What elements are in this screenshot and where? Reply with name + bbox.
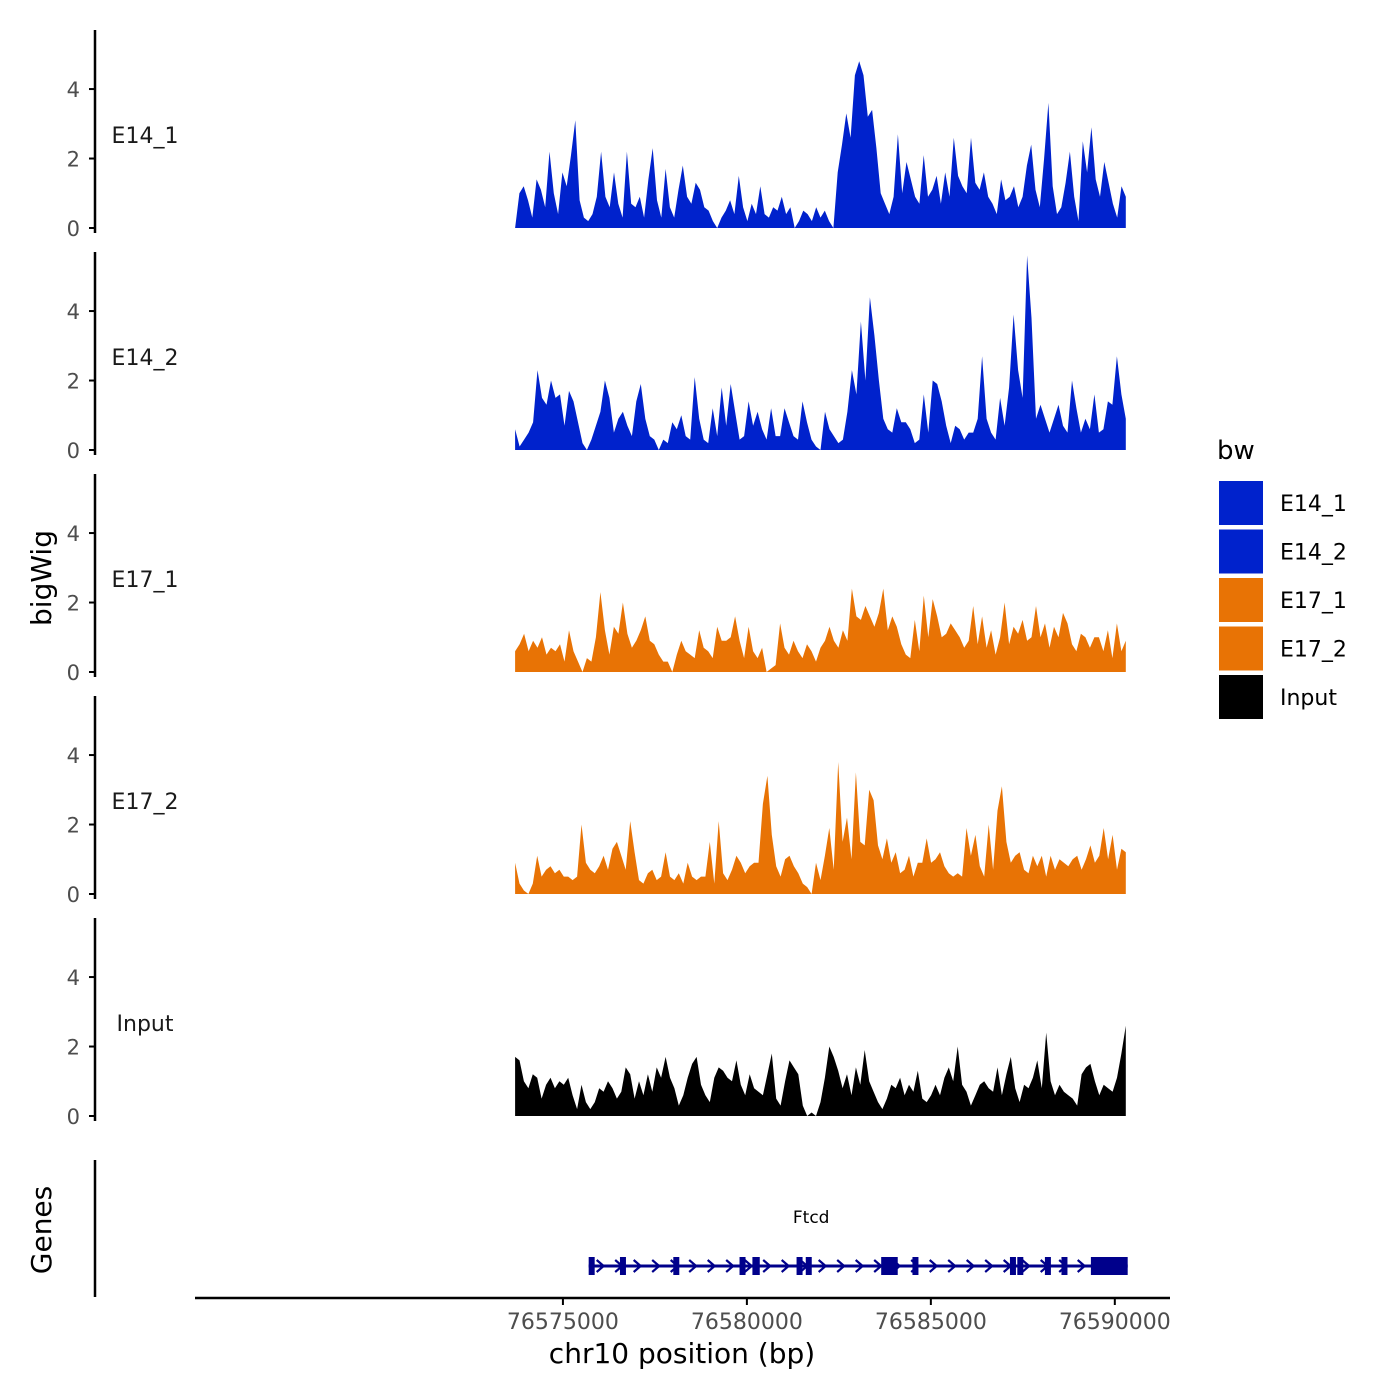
strand-arrow (984, 1259, 994, 1273)
track-Input: 0 2 4 Input (67, 918, 1126, 1129)
track-label: E17_1 (112, 568, 179, 593)
strand-arrow (762, 1259, 772, 1273)
y-tick-label: 4 (67, 744, 80, 768)
strand-arrow (632, 1259, 643, 1273)
y-tick-label: 2 (67, 1036, 80, 1060)
track-label: Input (117, 1012, 174, 1037)
y-tick-label: 2 (67, 370, 80, 394)
exon (1009, 1257, 1016, 1275)
track-E14_1: 0 2 4 E14_1 (67, 30, 1126, 241)
y-tick-label: 2 (67, 814, 80, 838)
x-axis-title: chr10 position (bp) (549, 1337, 815, 1370)
strand-arrow (651, 1259, 661, 1273)
legend-title: bw (1217, 436, 1255, 466)
strand-arrow (725, 1259, 735, 1273)
strand-arrow (780, 1259, 791, 1273)
y-tick-label: 0 (67, 1105, 80, 1129)
strand-arrow (947, 1259, 957, 1273)
strand-arrow (688, 1259, 698, 1273)
genes-axis-title: Genes (25, 1186, 58, 1274)
y-tick-label: 2 (67, 148, 80, 172)
strand-arrow (1076, 1259, 1087, 1273)
exon (673, 1257, 680, 1275)
y-tick-label: 4 (67, 78, 80, 102)
exon (619, 1257, 626, 1275)
x-tick-label: 76575000 (507, 1310, 619, 1335)
exon (912, 1257, 919, 1275)
track-E14_2: 0 2 4 E14_2 (67, 252, 1126, 463)
area-E17_2 (515, 762, 1126, 894)
exon (1061, 1257, 1068, 1275)
genes-panel: Ftcd (93, 1160, 1128, 1297)
legend-swatch (1219, 675, 1263, 719)
x-axis: 76575000 76580000 76585000 76590000 (195, 1296, 1171, 1335)
strand-arrow (595, 1259, 606, 1273)
legend-label: E14_2 (1280, 541, 1347, 566)
area-E14_1 (515, 61, 1126, 228)
x-tick-label: 76585000 (875, 1310, 987, 1335)
strand-arrow (1021, 1259, 1031, 1273)
legend: bw E14_1 E14_2 E17_1 E17_2 Input (1217, 436, 1347, 719)
track-label: E17_2 (112, 790, 179, 815)
strand-arrow (817, 1259, 828, 1273)
area-E17_1 (515, 588, 1126, 672)
exon (805, 1257, 812, 1275)
strand-arrow (836, 1259, 846, 1273)
x-tick-label: 76580000 (691, 1310, 803, 1335)
track-E17_1: 0 2 4 E17_1 (67, 474, 1126, 685)
exon (881, 1257, 898, 1275)
exon (1017, 1257, 1024, 1275)
track-label: E14_2 (112, 346, 179, 371)
strand-arrow (965, 1259, 976, 1273)
legend-swatch (1219, 529, 1263, 574)
exon (739, 1257, 746, 1275)
legend-swatch (1219, 481, 1263, 525)
legend-label: E14_1 (1280, 492, 1347, 517)
legend-swatch (1219, 578, 1263, 622)
strand-arrow (743, 1259, 754, 1273)
y-axis-title: bigWig (25, 530, 58, 626)
area-E14_2 (515, 255, 1126, 450)
y-tick-label: 0 (67, 883, 80, 907)
exon (1090, 1257, 1104, 1275)
strand-arrow (928, 1259, 939, 1273)
gene-label: Ftcd (793, 1208, 830, 1228)
legend-label: Input (1280, 686, 1337, 711)
legend-label: E17_2 (1280, 638, 1347, 663)
exon (752, 1257, 760, 1275)
y-tick-label: 2 (67, 592, 80, 616)
x-tick-label: 76590000 (1059, 1310, 1171, 1335)
strand-arrow (873, 1259, 883, 1273)
exon (588, 1257, 595, 1275)
y-tick-label: 0 (67, 217, 80, 241)
track-label: E14_1 (112, 124, 179, 149)
y-tick-label: 4 (67, 300, 80, 324)
legend-swatch (1219, 626, 1263, 671)
y-tick-label: 0 (67, 439, 80, 463)
y-tick-label: 4 (67, 966, 80, 990)
tracks-area: 0 2 4 E14_1 0 2 4 E14_2 0 2 4 E17_1 0 2 4 E17_2 0 2 4 Input (67, 30, 1126, 1129)
exon (1044, 1257, 1051, 1275)
area-Input (515, 1025, 1126, 1116)
y-tick-label: 0 (67, 661, 80, 685)
track-E17_2: 0 2 4 E17_2 (67, 696, 1126, 907)
exon (1101, 1257, 1128, 1275)
legend-label: E17_1 (1280, 589, 1347, 614)
exon (796, 1257, 803, 1275)
strand-arrow (854, 1259, 865, 1273)
strand-arrow (706, 1259, 717, 1273)
y-tick-label: 4 (67, 522, 80, 546)
